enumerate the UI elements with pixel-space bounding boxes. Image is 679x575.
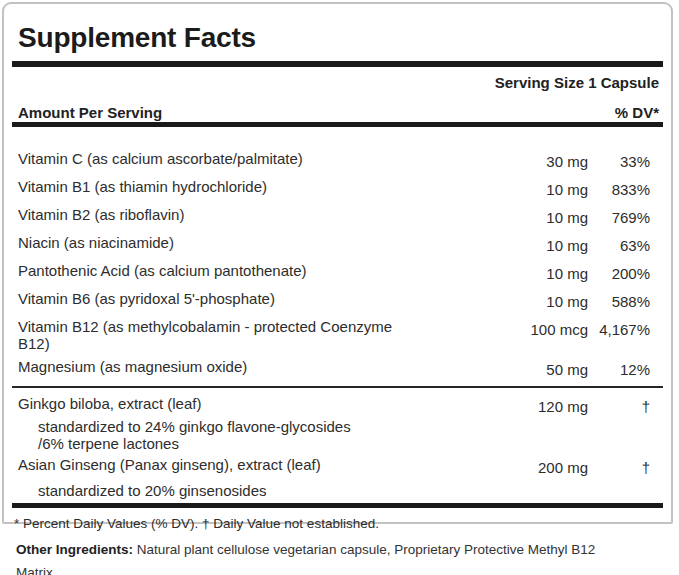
nutrient-row: Niacin (as niacinamide)10 mg63% <box>10 234 665 251</box>
nutrient-amount: 10 mg <box>488 293 588 310</box>
nutrient-name: Vitamin B2 (as riboflavin) <box>18 206 488 223</box>
other-ingredients-label: Other Ingredients: <box>16 542 133 557</box>
daily-value-footnote: * Percent Daily Values (% DV). † Daily V… <box>10 516 665 532</box>
nutrient-name: Vitamin B6 (as pyridoxal 5'-phosphate) <box>18 290 488 307</box>
nutrient-name: Asian Ginseng (Panax ginseng), extract (… <box>18 456 488 473</box>
nutrient-dv: 63% <box>588 237 663 254</box>
nutrient-row: Vitamin B2 (as riboflavin)10 mg769% <box>10 206 665 223</box>
thick-rule-header <box>12 122 663 127</box>
nutrient-amount: 100 mcg <box>488 321 588 338</box>
standardization-note: standardized to 24% ginkgo flavone-glyco… <box>10 418 665 435</box>
nutrient-row: Vitamin B1 (as thiamin hydrochloride)10 … <box>10 178 665 195</box>
nutrient-name: Niacin (as niacinamide) <box>18 234 488 251</box>
standardization-note: standardized to 20% ginsenosides <box>10 482 665 499</box>
nutrient-amount: 10 mg <box>488 265 588 282</box>
nutrient-row: Vitamin B12 (as methylcobalamin - protec… <box>10 318 665 352</box>
nutrient-amount: 120 mg <box>488 398 588 415</box>
nutrient-dv: † <box>588 459 663 476</box>
nutrient-name: Vitamin B12 (as methylcobalamin - protec… <box>18 318 488 352</box>
nutrient-row: Ginkgo biloba, extract (leaf)120 mg† <box>10 395 665 412</box>
amount-per-serving-header: Amount Per Serving <box>18 104 162 122</box>
nutrient-row: Vitamin B6 (as pyridoxal 5'-phosphate)10… <box>10 290 665 307</box>
nutrient-dv: † <box>588 398 663 415</box>
nutrient-dv: 769% <box>588 209 663 226</box>
supplement-label-image: Supplement Facts Serving Size 1 Capsule … <box>0 0 679 575</box>
nutrient-amount: 10 mg <box>488 237 588 254</box>
nutrient-name: Ginkgo biloba, extract (leaf) <box>18 395 488 412</box>
nutrient-dv: 200% <box>588 265 663 282</box>
nutrient-amount: 10 mg <box>488 209 588 226</box>
nutrient-name: Vitamin C (as calcium ascorbate/palmitat… <box>18 150 488 167</box>
nutrient-row: Vitamin C (as calcium ascorbate/palmitat… <box>10 150 665 167</box>
nutrient-amount: 10 mg <box>488 181 588 198</box>
panel-title: Supplement Facts <box>18 21 665 55</box>
standardization-note: /6% terpene lactones <box>10 435 665 452</box>
other-ingredients-paragraph: Other Ingredients: Natural plant cellulo… <box>16 538 668 575</box>
thick-rule-footnote <box>12 503 663 508</box>
nutrient-rows: Vitamin C (as calcium ascorbate/palmitat… <box>10 150 665 499</box>
nutrient-dv: 4,167% <box>588 321 663 338</box>
thick-rule-top <box>12 61 663 67</box>
nutrient-dv: 12% <box>588 361 663 378</box>
nutrient-name: Magnesium (as magnesium oxide) <box>18 358 488 375</box>
nutrient-row: Pantothenic Acid (as calcium pantothenat… <box>10 262 665 279</box>
serving-size-text: Serving Size 1 Capsule <box>10 73 665 92</box>
nutrient-amount: 30 mg <box>488 153 588 170</box>
nutrient-amount: 200 mg <box>488 459 588 476</box>
nutrient-dv: 833% <box>588 181 663 198</box>
nutrient-name: Vitamin B1 (as thiamin hydrochloride) <box>18 178 488 195</box>
section-divider <box>12 386 663 388</box>
percent-dv-header: % DV* <box>615 104 659 122</box>
nutrient-dv: 588% <box>588 293 663 310</box>
nutrient-row: Magnesium (as magnesium oxide)50 mg12% <box>10 358 665 375</box>
supplement-facts-panel: Supplement Facts Serving Size 1 Capsule … <box>2 2 673 524</box>
nutrient-amount: 50 mg <box>488 361 588 378</box>
column-header-row: Amount Per Serving % DV* <box>10 104 665 122</box>
nutrient-name: Pantothenic Acid (as calcium pantothenat… <box>18 262 488 279</box>
nutrient-dv: 33% <box>588 153 663 170</box>
nutrient-row: Asian Ginseng (Panax ginseng), extract (… <box>10 456 665 473</box>
